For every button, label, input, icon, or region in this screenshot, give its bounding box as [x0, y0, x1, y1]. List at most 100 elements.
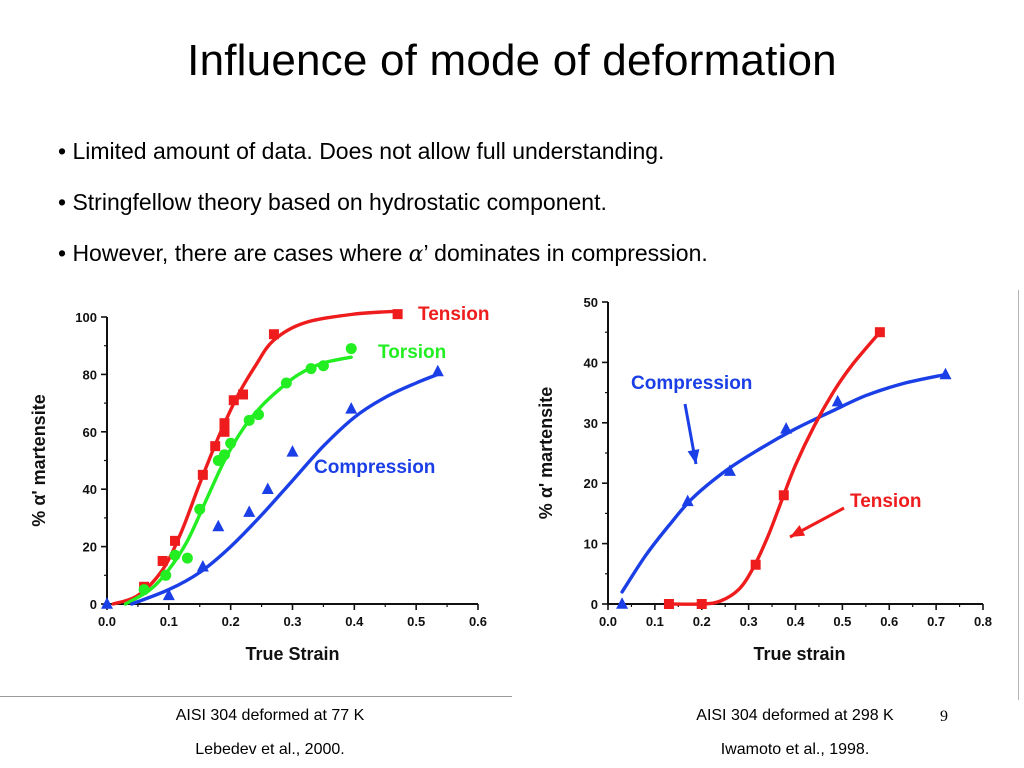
caption-right-material: AISI 304 deformed at 298 K [696, 707, 894, 724]
x-tick-label: 0.1 [160, 614, 178, 629]
x-axis-label: True Strain [245, 644, 339, 664]
x-tick-label: 0.5 [407, 614, 425, 629]
x-tick-label: 0.0 [98, 614, 116, 629]
data-point-circle [280, 377, 292, 389]
page-number: 9 [940, 708, 948, 725]
data-point-triangle [831, 394, 844, 407]
data-point-circle [160, 569, 172, 581]
data-point-triangle [261, 482, 274, 494]
y-tick-label: 100 [75, 310, 97, 325]
data-point-circle [169, 549, 181, 561]
y-tick-label: 60 [83, 425, 97, 440]
data-point-circle [218, 449, 230, 461]
data-point-square [219, 426, 230, 437]
data-point-circle [225, 437, 237, 449]
x-tick-label: 0.0 [599, 614, 617, 629]
x-tick-label: 0.3 [740, 614, 758, 629]
data-point-triangle [723, 464, 736, 476]
data-point-square [268, 329, 279, 340]
data-point-square [197, 469, 208, 480]
x-tick-label: 0.7 [927, 614, 945, 629]
data-point-circle [181, 552, 193, 564]
data-point-square [238, 389, 249, 400]
y-tick-label: 0 [90, 597, 97, 612]
x-tick-label: 0.4 [345, 614, 364, 629]
x-tick-label: 0.6 [469, 614, 487, 629]
data-point-square [228, 395, 239, 406]
series-annotation: Compression [314, 457, 435, 478]
series-annotation: Torsion [378, 342, 446, 363]
slide-title: Influence of mode of deformation [187, 36, 837, 85]
x-tick-label: 0.6 [880, 614, 898, 629]
y-tick-label: 40 [584, 355, 598, 370]
data-point-circle [243, 414, 255, 426]
data-point-square [778, 490, 789, 501]
arrow-head [687, 449, 700, 464]
x-tick-label: 0.3 [283, 614, 301, 629]
data-point-triangle [616, 597, 629, 609]
bullet-text: ’ dominates in compression. [423, 240, 708, 266]
data-point-circle [194, 503, 206, 515]
x-tick-label: 0.5 [833, 614, 851, 629]
bullet-item: • Stringfellow theory based on hydrostat… [58, 189, 607, 215]
y-tick-label: 20 [83, 540, 97, 555]
y-tick-label: 10 [584, 537, 598, 552]
data-point-triangle [196, 559, 209, 572]
data-point-triangle [243, 505, 256, 517]
data-point-square [392, 309, 403, 320]
y-tick-label: 50 [584, 295, 598, 310]
x-tick-label: 0.4 [786, 614, 805, 629]
bullet-item: • However, there are cases where α’ domi… [58, 238, 708, 289]
data-point-triangle [780, 422, 793, 434]
x-tick-label: 0.1 [646, 614, 664, 629]
data-point-triangle [286, 445, 299, 457]
y-tick-label: 20 [584, 476, 598, 491]
y-axis-label: % α' martensite [536, 387, 556, 519]
data-point-triangle [431, 364, 444, 377]
data-point-square [874, 327, 885, 338]
data-point-triangle [681, 494, 694, 507]
x-tick-label: 0.2 [693, 614, 711, 629]
data-point-triangle [162, 588, 175, 601]
data-point-square [157, 555, 168, 566]
data-point-square [663, 599, 674, 609]
data-point-triangle [101, 597, 113, 609]
x-tick-label: 0.8 [974, 614, 992, 629]
data-point-square [696, 599, 707, 609]
caption-left-source: Lebedev et al., 2000. [195, 741, 345, 758]
x-tick-label: 0.2 [222, 614, 240, 629]
bullet-item: • Limited amount of data. Does not allow… [58, 138, 665, 164]
data-point-triangle [345, 402, 358, 414]
data-point-square [170, 535, 181, 546]
chart-298k: 0.0 0.1 0.2 0.3 0.4 0.5 0.6 0.7 0.8 0 10 20 30 40 50 Tr… [536, 295, 992, 664]
data-point-circle [345, 343, 357, 355]
data-point-square [750, 559, 761, 570]
divider-line [0, 696, 512, 697]
caption-right-source: Iwamoto et al., 1998. [720, 741, 870, 758]
y-tick-label: 30 [584, 416, 598, 431]
arrow-head [790, 525, 806, 537]
series-line-compression [130, 372, 440, 606]
caption-left-material: AISI 304 deformed at 77 K [175, 707, 365, 724]
y-tick-label: 80 [83, 367, 97, 382]
y-tick-label: 40 [83, 482, 97, 497]
data-point-circle [138, 584, 150, 596]
data-point-circle [252, 409, 264, 421]
chart-77k: 0.0 0.1 0.2 0.3 0.4 0.5 0.6 0 20 40 60 80 100 True St… [29, 304, 489, 664]
series-annotation: Tension [418, 304, 489, 325]
data-point-triangle [939, 367, 952, 380]
data-point-circle [317, 360, 329, 372]
y-tick-label: 0 [591, 597, 598, 612]
bullet-text: • However, there are cases where [58, 240, 409, 266]
alpha-symbol: α [408, 242, 424, 267]
series-line-tension [111, 309, 400, 606]
data-point-triangle [212, 519, 225, 532]
data-point-square [210, 441, 221, 452]
series-annotation: Tension [850, 491, 921, 512]
bullet-list: • Limited amount of data. Does not allow… [58, 136, 708, 289]
series-annotation: Compression [631, 373, 752, 394]
data-point-square [219, 418, 230, 429]
edge-line [1018, 290, 1019, 700]
x-axis-label: True strain [753, 644, 845, 664]
series-line-tension [667, 330, 882, 606]
